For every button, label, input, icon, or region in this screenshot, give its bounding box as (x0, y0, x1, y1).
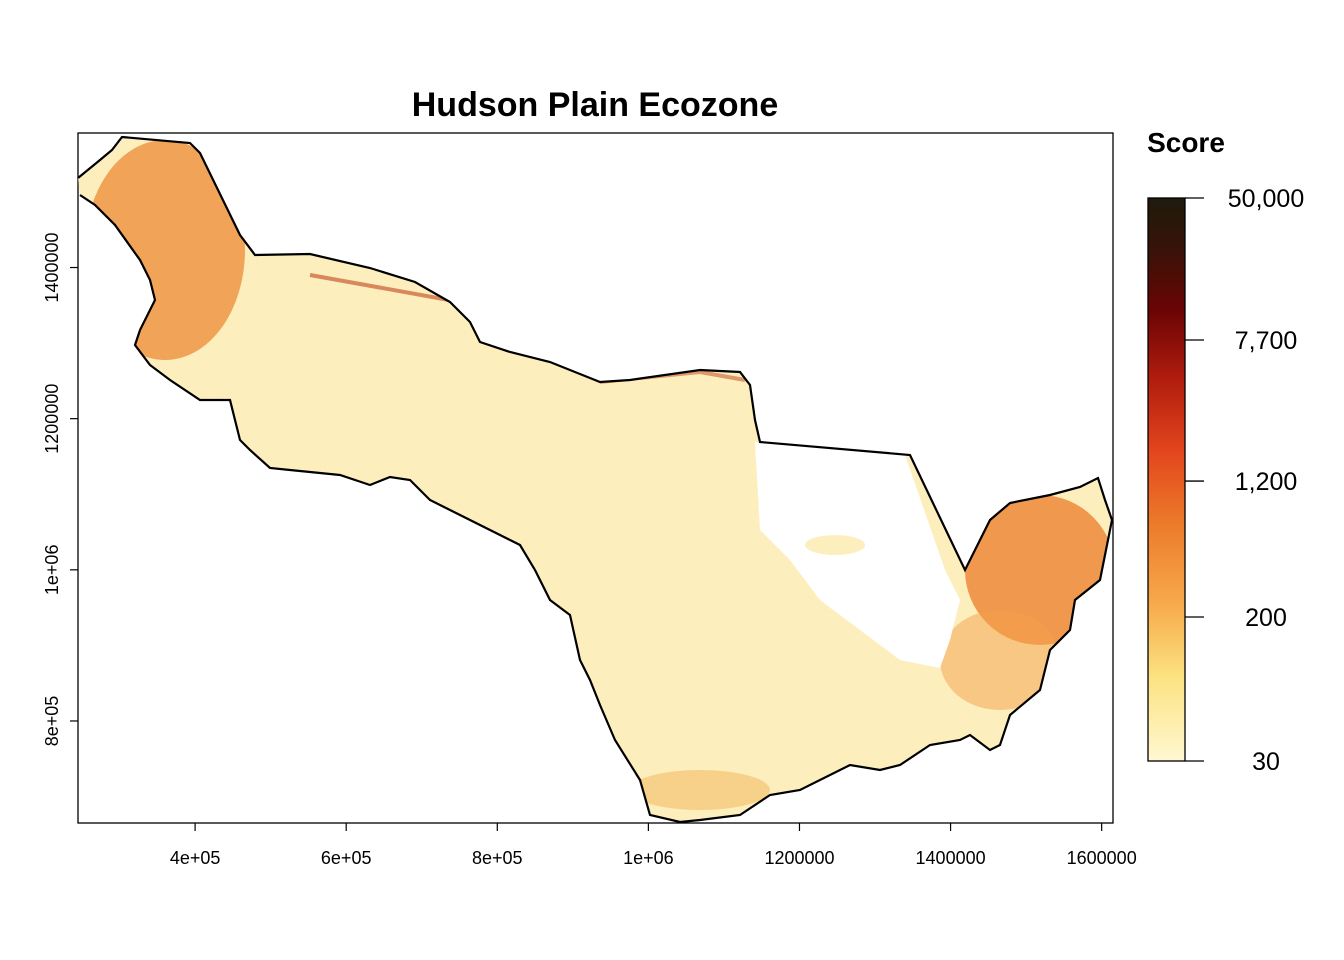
legend-tick-label: 50,000 (1228, 185, 1304, 213)
plot-frame (77, 132, 1114, 824)
x-tick-label: 1400000 (916, 848, 986, 868)
raster-layer (78, 137, 1112, 822)
high-score-region-northwest (85, 140, 245, 360)
ecozone-boundary (77, 135, 1114, 824)
x-tick-label: 1e+06 (623, 848, 674, 868)
x-tick-label: 4e+05 (170, 848, 221, 868)
y-tick-label: 1400000 (42, 232, 62, 302)
legend-tick-label: 200 (1245, 604, 1287, 632)
x-tick-label: 6e+05 (321, 848, 372, 868)
mid-score-region-south (630, 770, 770, 810)
y-axis: 8e+05 1e+06 1200000 1400000 (42, 232, 78, 746)
legend-colorbar (1147, 197, 1186, 762)
legend-title: Score (1147, 127, 1225, 158)
akimiski-island (805, 535, 865, 555)
x-tick-label: 8e+05 (472, 848, 523, 868)
land-texture (78, 137, 1112, 822)
y-tick-label: 1e+06 (42, 545, 62, 596)
x-axis: 4e+05 6e+05 8e+05 1e+06 1200000 1400000 160000… (170, 823, 1137, 868)
legend-tick-label: 30 (1252, 748, 1280, 776)
legend-ticks: 50,000 7,700 1,200 200 30 (1185, 185, 1304, 776)
mid-score-region-east (940, 610, 1060, 710)
james-bay (755, 442, 960, 668)
y-tick-label: 1200000 (42, 384, 62, 454)
legend: Score 50,000 7,700 1,200 200 30 (1147, 127, 1304, 776)
y-tick-label: 8e+05 (42, 696, 62, 747)
map-title: Hudson Plain Ecozone (412, 86, 778, 124)
x-tick-label: 1600000 (1067, 848, 1137, 868)
legend-tick-label: 1,200 (1235, 468, 1298, 496)
legend-tick-label: 7,700 (1235, 327, 1298, 355)
x-tick-label: 1200000 (764, 848, 834, 868)
